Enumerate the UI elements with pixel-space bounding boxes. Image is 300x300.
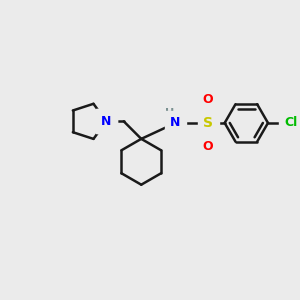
Text: O: O: [203, 140, 213, 153]
Text: S: S: [203, 116, 213, 130]
Text: N: N: [101, 115, 111, 128]
Text: O: O: [203, 93, 213, 106]
Text: H: H: [165, 108, 174, 118]
Text: N: N: [170, 116, 181, 129]
Text: N: N: [101, 115, 111, 128]
Text: Cl: Cl: [284, 116, 298, 129]
